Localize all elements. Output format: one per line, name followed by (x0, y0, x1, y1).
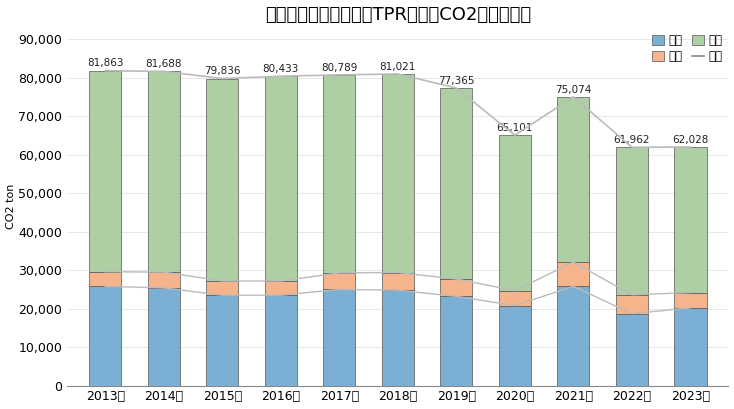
Bar (382, 74, 414, 272)
Bar (89, 272, 121, 286)
Bar (616, 147, 648, 295)
Bar (265, 295, 297, 386)
Text: 75,074: 75,074 (555, 85, 592, 94)
Bar (89, 286, 121, 386)
Bar (148, 288, 180, 386)
Bar (206, 79, 239, 281)
Bar (265, 76, 297, 281)
Bar (675, 292, 707, 308)
Bar (148, 272, 180, 288)
Bar (440, 88, 473, 279)
Title: 長野工場・岐阜工場・TPR工業のCO2排出量推移: 長野工場・岐阜工場・TPR工業のCO2排出量推移 (265, 6, 531, 24)
Bar (206, 281, 239, 295)
Text: 81,863: 81,863 (87, 58, 123, 68)
Text: 81,021: 81,021 (379, 62, 416, 72)
Text: 61,962: 61,962 (614, 135, 650, 145)
Bar (89, 71, 121, 272)
Bar (206, 295, 239, 386)
Y-axis label: CO2 ton: CO2 ton (6, 184, 15, 229)
Bar (265, 281, 297, 295)
Text: 77,365: 77,365 (438, 76, 475, 86)
Bar (148, 72, 180, 272)
Bar (440, 297, 473, 386)
Bar (616, 295, 648, 314)
Text: 65,101: 65,101 (497, 123, 533, 133)
Bar (323, 273, 355, 290)
Text: 80,789: 80,789 (321, 63, 357, 72)
Text: 62,028: 62,028 (672, 135, 708, 145)
Bar (382, 290, 414, 386)
Bar (499, 290, 531, 306)
Bar (557, 286, 589, 386)
Bar (675, 147, 707, 292)
Bar (675, 308, 707, 386)
Bar (557, 262, 589, 286)
Bar (557, 97, 589, 262)
Text: 80,433: 80,433 (263, 64, 299, 74)
Bar (616, 314, 648, 386)
Bar (382, 272, 414, 290)
Bar (499, 306, 531, 386)
Bar (323, 290, 355, 386)
Legend: 長野, 岐阜, 工業, 合計: 長野, 岐阜, 工業, 合計 (647, 29, 727, 68)
Text: 79,836: 79,836 (204, 66, 241, 76)
Bar (440, 279, 473, 297)
Bar (323, 75, 355, 273)
Text: 81,688: 81,688 (145, 59, 182, 69)
Bar (499, 135, 531, 290)
